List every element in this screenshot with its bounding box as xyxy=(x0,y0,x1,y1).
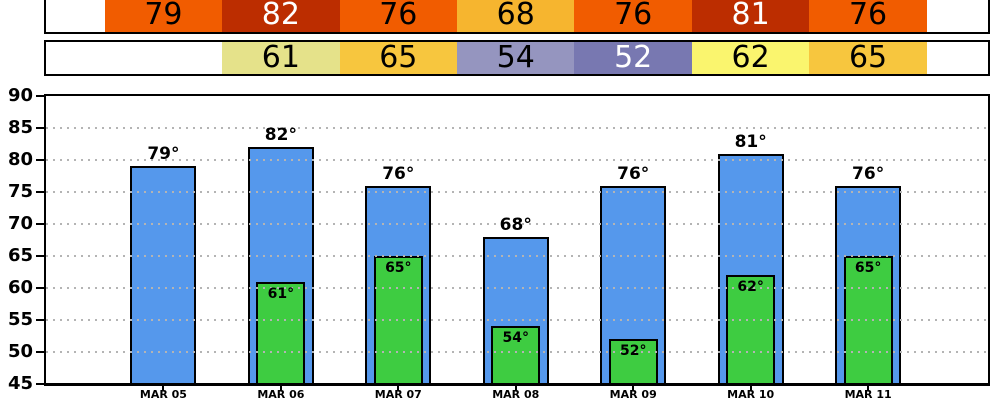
low-strip-spacer xyxy=(46,42,105,74)
high-strip-cell: 79 xyxy=(104,0,223,32)
x-tick-label: MAR 06 xyxy=(257,388,305,400)
high-strip-tail xyxy=(926,0,988,32)
high-temp-strip: 79 82 76 68 76 81 76 xyxy=(44,0,990,34)
x-tick-label: MAR 07 xyxy=(374,388,422,400)
y-tick-mark xyxy=(36,287,44,289)
x-tick-label: MAR 05 xyxy=(139,388,187,400)
high-strip-cell: 76 xyxy=(809,0,927,32)
low-bar-label: 61° xyxy=(267,285,295,302)
x-tick-mark xyxy=(867,386,870,391)
y-tick-label: 65 xyxy=(7,245,33,266)
low-strip-cell: 61 xyxy=(222,42,340,74)
low-bar-label: 52° xyxy=(619,343,647,360)
y-tick-mark xyxy=(36,223,44,225)
high-bar-label: 82° xyxy=(264,125,297,146)
x-tick-label: MAR 10 xyxy=(727,388,775,400)
y-tick-mark xyxy=(36,127,44,129)
high-bar-label: 76° xyxy=(617,163,650,184)
high-bar-label: 81° xyxy=(734,131,767,152)
high-strip-cell: 68 xyxy=(457,0,575,32)
y-tick-mark xyxy=(36,383,44,385)
y-tick-label: 75 xyxy=(7,181,33,202)
high-strip-cell: 82 xyxy=(222,0,340,32)
low-strip-tail xyxy=(926,42,988,74)
y-tick-mark xyxy=(36,351,44,353)
y-tick-label: 90 xyxy=(7,85,33,106)
high-bar-label: 76° xyxy=(382,163,415,184)
low-bar xyxy=(256,281,306,384)
high-bar-label: 79° xyxy=(147,144,180,165)
x-tick-mark xyxy=(397,386,400,391)
low-strip-cell: 65 xyxy=(339,42,457,74)
high-strip-cell: 81 xyxy=(691,0,810,32)
y-tick-label: 45 xyxy=(7,373,33,394)
x-tick-mark xyxy=(749,386,752,391)
x-tick-mark xyxy=(162,386,165,391)
high-strip-cell: 76 xyxy=(339,0,457,32)
low-strip-cell: 54 xyxy=(457,42,575,74)
low-bar-label: 65° xyxy=(854,260,882,276)
low-temp-strip: 61 65 54 52 62 65 xyxy=(44,40,990,76)
x-tick-mark xyxy=(632,386,635,391)
low-bar xyxy=(726,275,776,384)
y-tick-label: 60 xyxy=(7,277,33,298)
x-tick-mark xyxy=(279,386,282,391)
high-bar-label: 76° xyxy=(852,163,885,184)
y-tick-label: 80 xyxy=(7,149,33,170)
y-tick-mark xyxy=(36,159,44,161)
high-strip-spacer xyxy=(46,0,105,32)
y-tick-label: 85 xyxy=(7,117,33,138)
high-strip-cell: 76 xyxy=(574,0,692,32)
y-tick-label: 70 xyxy=(7,213,33,234)
x-tick-label: MAR 08 xyxy=(492,388,540,400)
low-strip-cell: 65 xyxy=(809,42,927,74)
low-bar xyxy=(608,339,658,384)
y-tick-mark xyxy=(36,319,44,321)
low-strip-cell xyxy=(104,42,223,74)
low-bar-label: 54° xyxy=(502,330,529,347)
high-bar xyxy=(130,166,197,384)
y-tick-label: 55 xyxy=(7,309,33,330)
y-tick-label: 50 xyxy=(7,341,33,362)
x-tick-label: MAR 09 xyxy=(609,388,657,400)
low-strip-cell: 52 xyxy=(574,42,692,74)
y-tick-mark xyxy=(36,191,44,193)
low-bar-label: 65° xyxy=(385,260,412,276)
low-bar-label: 62° xyxy=(737,279,764,296)
gridline xyxy=(46,127,988,129)
low-bar xyxy=(491,326,541,384)
x-tick-label: MAR 11 xyxy=(844,388,892,400)
low-strip-cell: 62 xyxy=(691,42,810,74)
y-tick-mark xyxy=(36,95,44,97)
x-tick-mark xyxy=(514,386,517,391)
y-tick-mark xyxy=(36,255,44,257)
high-bar-label: 68° xyxy=(499,214,532,235)
